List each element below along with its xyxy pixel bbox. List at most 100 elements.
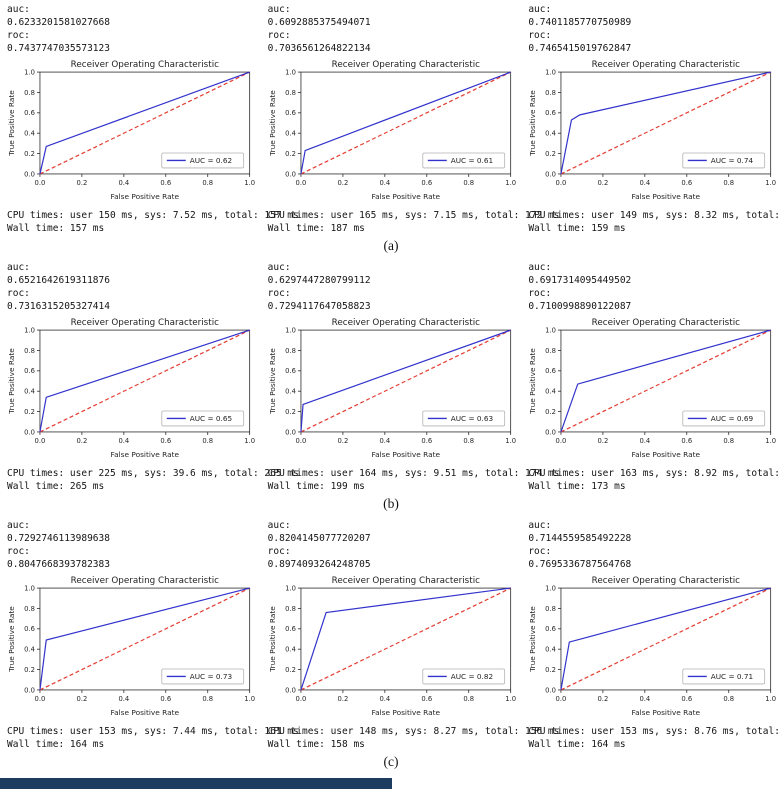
auc-label: auc: [7,4,30,15]
svg-text:0.6: 0.6 [682,437,693,445]
auc-roc-output: auc: 0.6917314095449502 roc: 0.710099889012… [528,261,780,314]
svg-text:Receiver Operating Characteris: Receiver Operating Characteristic [71,318,219,328]
auc-label: auc: [7,520,30,531]
auc-value: 0.7401185770750989 [528,17,632,28]
svg-text:Receiver Operating Characteris: Receiver Operating Characteristic [331,576,479,586]
svg-text:0.2: 0.2 [337,179,348,187]
subfigure-row-a: auc: 0.6233201581027668 roc: 0.743774703557… [0,3,782,261]
svg-text:Receiver Operating Characteris: Receiver Operating Characteristic [71,60,219,70]
svg-text:False Positive Rate: False Positive Rate [632,450,701,459]
svg-text:0.2: 0.2 [24,408,35,416]
auc-label: auc: [528,4,552,15]
roc-panel: auc: 0.6092885375494071 roc: 0.703656126482… [261,3,560,235]
timing-output: CPU times: user 225 ms, sys: 39.6 ms, to… [7,467,299,493]
timing-output: CPU times: user 163 ms, sys: 8.92 ms, to… [528,467,780,493]
svg-text:0.4: 0.4 [285,646,296,654]
auc-roc-output: auc: 0.8204145077720207 roc: 0.897409326424… [268,519,520,572]
roc-chart: Receiver Operating Characteristic 0.0 0.2 0… [7,59,259,202]
svg-text:1.0: 1.0 [285,68,296,76]
auc-value: 0.6521642619311876 [7,275,110,286]
svg-text:True Positive Rate: True Positive Rate [7,348,16,415]
svg-text:0.6: 0.6 [160,695,171,703]
svg-text:0.0: 0.0 [295,437,306,445]
svg-text:0.0: 0.0 [556,695,567,703]
svg-text:0.8: 0.8 [24,605,35,613]
svg-text:0.4: 0.4 [285,130,296,138]
svg-text:Receiver Operating Characteris: Receiver Operating Characteristic [331,318,479,328]
svg-text:0.0: 0.0 [295,179,306,187]
svg-text:0.8: 0.8 [285,89,296,97]
svg-text:AUC = 0.74: AUC = 0.74 [711,156,754,165]
auc-roc-output: auc: 0.6092885375494071 roc: 0.703656126482… [268,3,520,56]
svg-text:1.0: 1.0 [766,695,777,703]
auc-value: 0.6233201581027668 [7,17,110,28]
wall-time: Wall time: 158 ms [267,739,365,750]
svg-text:0.6: 0.6 [24,625,35,633]
svg-text:0.0: 0.0 [35,695,46,703]
svg-text:1.0: 1.0 [545,584,556,592]
cpu-times: CPU times: user 153 ms, sys: 7.44 ms, to… [7,726,299,737]
svg-text:1.0: 1.0 [244,179,255,187]
svg-text:0.0: 0.0 [285,170,296,178]
svg-text:Receiver Operating Characteris: Receiver Operating Characteristic [592,576,740,586]
svg-text:False Positive Rate: False Positive Rate [111,708,180,717]
svg-text:0.2: 0.2 [285,408,296,416]
roc-label: roc: [267,288,291,299]
svg-text:0.2: 0.2 [545,150,556,158]
cpu-times: CPU times: user 149 ms, sys: 8.32 ms, to… [528,210,780,221]
svg-text:AUC = 0.61: AUC = 0.61 [450,156,492,165]
svg-text:False Positive Rate: False Positive Rate [632,708,701,717]
svg-text:0.8: 0.8 [724,179,735,187]
svg-text:AUC = 0.65: AUC = 0.65 [190,414,232,423]
svg-text:1.0: 1.0 [285,326,296,334]
wall-time: Wall time: 265 ms [7,481,105,492]
auc-roc-output: auc: 0.6521642619311876 roc: 0.731631520532… [7,261,259,314]
svg-text:0.4: 0.4 [118,695,129,703]
auc-value: 0.7292746113989638 [7,533,110,544]
cpu-times: CPU times: user 150 ms, sys: 7.52 ms, to… [7,210,299,221]
auc-roc-output: auc: 0.6297447280799112 roc: 0.729411764705… [268,261,520,314]
subfigure-label-c: (c) [383,754,399,769]
cpu-times: CPU times: user 148 ms, sys: 8.27 ms, to… [267,726,560,737]
svg-text:True Positive Rate: True Positive Rate [528,606,537,673]
svg-text:0.8: 0.8 [202,437,213,445]
roc-value: 0.7695336787564768 [528,559,632,570]
svg-text:0.0: 0.0 [556,437,567,445]
auc-roc-output: auc: 0.7401185770750989 roc: 0.746541501976… [528,3,780,56]
svg-text:False Positive Rate: False Positive Rate [371,450,440,459]
svg-text:1.0: 1.0 [766,179,777,187]
wall-time: Wall time: 199 ms [267,481,365,492]
svg-text:0.0: 0.0 [24,428,35,436]
roc-value: 0.7316315205327414 [7,301,110,312]
wall-time: Wall time: 164 ms [528,739,626,750]
timing-output: CPU times: user 153 ms, sys: 7.44 ms, to… [7,725,299,751]
timing-output: CPU times: user 164 ms, sys: 9.51 ms, to… [267,467,560,493]
svg-text:0.4: 0.4 [379,437,390,445]
svg-text:0.6: 0.6 [682,695,693,703]
svg-text:0.0: 0.0 [24,170,35,178]
svg-text:0.4: 0.4 [379,179,390,187]
svg-text:0.4: 0.4 [24,646,35,654]
timing-output: CPU times: user 165 ms, sys: 7.15 ms, to… [267,209,560,235]
wall-time: Wall time: 187 ms [267,223,365,234]
svg-text:Receiver Operating Characteris: Receiver Operating Characteristic [71,576,219,586]
svg-text:AUC = 0.69: AUC = 0.69 [711,414,754,423]
svg-text:0.6: 0.6 [421,695,432,703]
svg-text:0.4: 0.4 [118,179,129,187]
svg-text:0.2: 0.2 [285,150,296,158]
svg-text:False Positive Rate: False Positive Rate [371,708,440,717]
svg-text:0.4: 0.4 [24,388,35,396]
auc-label: auc: [267,520,291,531]
roc-panel: auc: 0.6521642619311876 roc: 0.731631520532… [0,261,299,493]
svg-text:1.0: 1.0 [505,179,516,187]
svg-text:0.2: 0.2 [598,695,609,703]
subfigure-row-b: auc: 0.6521642619311876 roc: 0.731631520532… [0,261,782,519]
roc-value: 0.7100998890122087 [528,301,632,312]
cpu-times: CPU times: user 225 ms, sys: 39.6 ms, to… [7,468,299,479]
roc-label: roc: [267,546,291,557]
svg-text:AUC = 0.73: AUC = 0.73 [190,672,233,681]
roc-value: 0.8974093264248705 [267,559,371,570]
svg-text:0.2: 0.2 [598,179,609,187]
cpu-times: CPU times: user 165 ms, sys: 7.15 ms, to… [267,210,560,221]
